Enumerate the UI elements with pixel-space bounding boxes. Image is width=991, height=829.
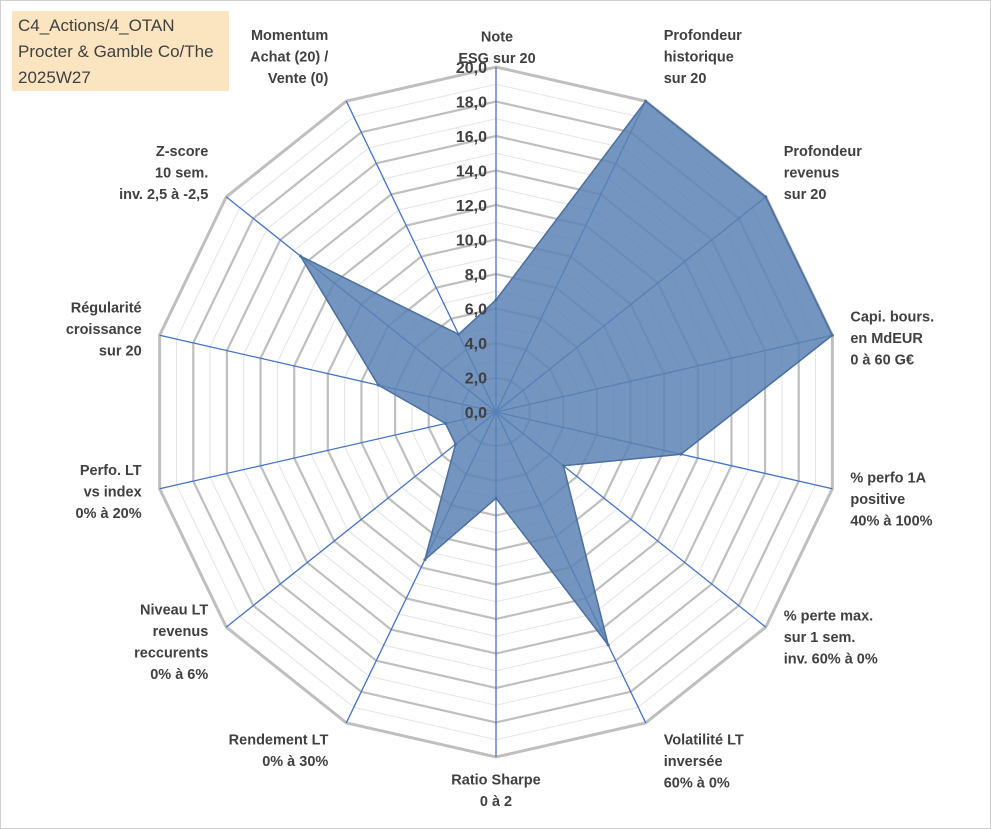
axis-label-line: Note bbox=[481, 30, 513, 46]
axis-label-line: Profondeur bbox=[664, 28, 742, 44]
tick-label: 4,0 bbox=[465, 336, 487, 353]
data-point bbox=[423, 558, 427, 562]
axis-label-line: Momentum bbox=[251, 28, 328, 44]
axis-label-line: 40% à 100% bbox=[850, 513, 932, 529]
axis-label-line: sur 20 bbox=[99, 343, 142, 359]
axis-label-line: sur 20 bbox=[664, 71, 707, 87]
tick-label: 16,0 bbox=[456, 129, 487, 146]
axis-label-line: vs index bbox=[84, 485, 142, 501]
tick-label: 18,0 bbox=[456, 95, 487, 112]
axis-labels: Note ESG sur 20 Profondeur historique sur 20… bbox=[66, 28, 934, 810]
axis-label-line: revenus bbox=[784, 165, 840, 181]
data-point bbox=[830, 333, 834, 337]
data-point bbox=[764, 195, 768, 199]
axis-spoke bbox=[225, 411, 497, 628]
axis-label-line: Ratio Sharpe bbox=[451, 773, 540, 789]
axis-label: Capi. bours. en MdEUR 0 à 60 G€ bbox=[850, 309, 934, 368]
axis-label-line: sur 1 sem. bbox=[784, 630, 856, 646]
axis-label-line: sur 20 bbox=[784, 187, 827, 203]
tick-label: 6,0 bbox=[465, 302, 487, 319]
axis-label: Profondeur historique sur 20 bbox=[664, 28, 742, 87]
axis-label: Niveau LT revenus reccurents 0% à 6% bbox=[134, 603, 208, 684]
axis-label: % perfo 1A positive 40% à 100% bbox=[850, 470, 932, 529]
axis-label-line: reccurents bbox=[134, 646, 208, 662]
axis-label: Momentum Achat (20) / Vente (0) bbox=[250, 28, 328, 87]
tick-label: 12,0 bbox=[456, 198, 487, 215]
axis-label-line: Perfo. LT bbox=[80, 463, 142, 479]
axis-label-line: Régularité bbox=[71, 300, 142, 316]
title-line-1: C4_Actions/4_OTAN bbox=[18, 16, 175, 35]
series-area bbox=[298, 100, 834, 646]
tick-label: 10,0 bbox=[456, 233, 487, 250]
axis-label-line: croissance bbox=[66, 322, 142, 338]
tick-labels: 0,0 2,0 4,0 6,0 8,0 10,0 12,0 14,0 16,0 18,0 20,0 bbox=[456, 60, 487, 422]
data-point bbox=[644, 99, 648, 103]
tick-label: 8,0 bbox=[465, 267, 487, 284]
axis-label-line: 0 à 2 bbox=[480, 794, 512, 810]
axis-label: % perte max. sur 1 sem. inv. 60% à 0% bbox=[784, 609, 878, 668]
axis-label-line: 0 à 60 G€ bbox=[850, 352, 914, 368]
title-line-2: Procter & Gamble Co/The bbox=[18, 42, 214, 61]
data-point bbox=[494, 298, 498, 302]
axis-label-line: historique bbox=[664, 50, 734, 66]
axis-label: Perfo. LT vs index 0% à 20% bbox=[76, 463, 142, 522]
axis-label-line: inv. 2,5 à -2,5 bbox=[119, 187, 208, 203]
chart-title-box: C4_Actions/4_OTAN Procter & Gamble Co/Th… bbox=[12, 11, 229, 91]
series-layer bbox=[298, 99, 834, 647]
data-point bbox=[561, 464, 565, 468]
axis-label: Z-score 10 sem. inv. 2,5 à -2,5 bbox=[119, 144, 208, 203]
axis-label: Volatilité LT inversée 60% à 0% bbox=[664, 732, 744, 791]
axis-label-line: 60% à 0% bbox=[664, 775, 730, 791]
axis-label-line: % perte max. bbox=[784, 609, 873, 625]
axis-label-line: inversée bbox=[664, 754, 723, 770]
axis-label-line: Volatilité LT bbox=[664, 732, 744, 748]
axis-label-line: Vente (0) bbox=[268, 71, 329, 87]
axis-label-line: 0% à 6% bbox=[150, 667, 208, 683]
axis-label-line: en MdEUR bbox=[850, 331, 923, 347]
data-point bbox=[494, 496, 498, 500]
axis-label-line: Niveau LT bbox=[140, 603, 208, 619]
data-point bbox=[457, 332, 461, 336]
title-line-3: 2025W27 bbox=[18, 68, 91, 87]
axis-label-line: inv. 60% à 0% bbox=[784, 652, 878, 668]
data-point bbox=[606, 643, 610, 647]
axis-label: Note ESG sur 20 bbox=[458, 30, 535, 68]
axis-label-line: revenus bbox=[153, 624, 209, 640]
data-point bbox=[376, 383, 380, 387]
axis-label-line: Profondeur bbox=[784, 144, 862, 160]
axis-label-line: Capi. bours. bbox=[850, 309, 934, 325]
axis-label: Rendement LT 0% à 30% bbox=[229, 732, 329, 770]
data-point bbox=[679, 452, 683, 456]
axis-label-line: % perfo 1A bbox=[850, 470, 926, 486]
axis-label-line: 10 sem. bbox=[155, 165, 208, 181]
axis-label: Régularité croissance sur 20 bbox=[66, 300, 142, 359]
axis-label-line: Rendement LT bbox=[229, 732, 329, 748]
data-point bbox=[454, 442, 458, 446]
axis-label-line: 0% à 30% bbox=[262, 754, 328, 770]
axis-label-line: 0% à 20% bbox=[76, 506, 142, 522]
axis-label-line: positive bbox=[850, 492, 905, 508]
data-point bbox=[444, 422, 448, 426]
tick-label: 20,0 bbox=[456, 60, 487, 77]
tick-label: 2,0 bbox=[465, 371, 487, 388]
axis-label-line: Z-score bbox=[156, 144, 208, 160]
data-point bbox=[298, 254, 302, 258]
axis-spoke bbox=[159, 411, 497, 490]
axis-label-line: Achat (20) / bbox=[250, 50, 328, 66]
tick-label: 14,0 bbox=[456, 164, 487, 181]
tick-label: 0,0 bbox=[465, 405, 487, 422]
axis-label: Ratio Sharpe 0 à 2 bbox=[451, 773, 540, 811]
axis-label-line: ESG sur 20 bbox=[458, 51, 535, 67]
axis-label: Profondeur revenus sur 20 bbox=[784, 144, 862, 203]
